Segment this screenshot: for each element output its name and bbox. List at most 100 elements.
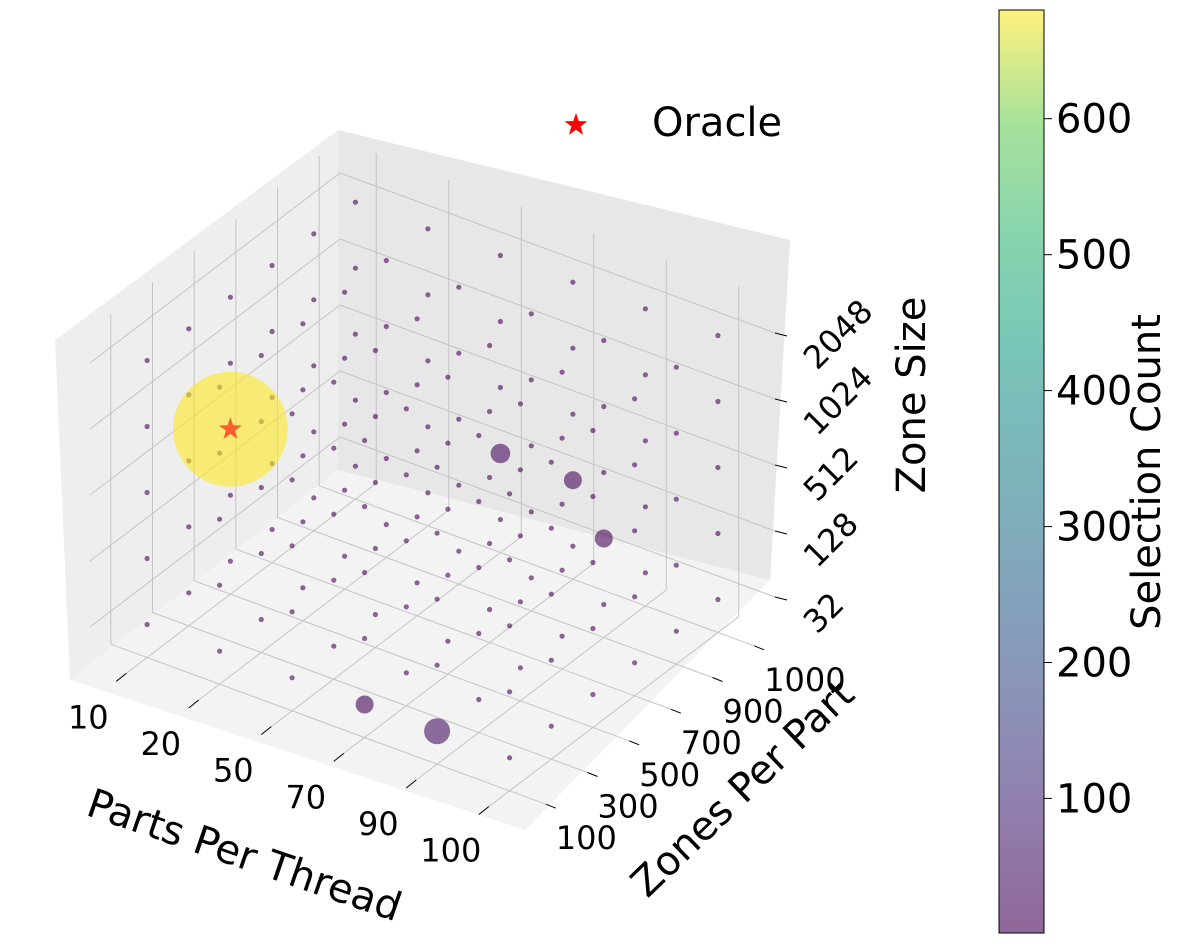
z-tick-mark [774,332,788,337]
x-tick-label: 20 [140,725,181,763]
y-tick-mark [712,677,723,682]
z-tick-mark [774,464,788,469]
colorbar-tick-label: 600 [1056,97,1132,143]
data-point [289,609,295,615]
data-point [507,689,513,695]
data-point [548,657,554,663]
data-point [144,357,150,364]
data-point [352,397,358,403]
data-point [456,284,462,290]
colorbar: 100 200 300 400 500 600 Selection Count [998,9,1170,934]
y-tick-label: 100 [556,819,617,857]
data-point [217,648,223,654]
x-tick-label: 90 [358,805,399,843]
data-point [476,564,482,571]
data-point [517,599,524,605]
data-point [632,396,638,402]
data-point [342,421,348,427]
data-point [528,575,534,581]
x-tick-mark [115,672,127,682]
data-point [517,467,524,473]
data-point [642,504,649,510]
data-point [227,492,233,498]
grid-line [339,370,776,532]
data-point [217,516,223,522]
data-point [445,572,451,578]
data-point [642,306,649,312]
x-tick-label: 10 [68,698,109,736]
data-point [559,369,565,375]
x-axis-label: Parts Per Thread [81,780,407,931]
y-tick-mark [670,708,682,714]
data-point [342,553,348,559]
data-point [144,621,150,628]
z-tick-label: 2048 [796,292,880,376]
data-point [186,524,192,530]
grid-line [89,238,341,430]
data-point [497,384,503,391]
grid-line [415,589,667,781]
data-point [258,352,264,359]
colorbar-tick-label: 200 [1056,641,1132,687]
data-point [311,363,317,369]
data-point [673,628,679,634]
x-tick-label: 50 [213,752,254,790]
data-point [425,358,431,364]
grid-line [89,172,341,364]
data-point [269,328,275,335]
oracle-marker [219,417,242,439]
z-tick-label: 1024 [796,358,880,442]
data-point [414,316,420,322]
data-point [372,479,378,486]
data-point [715,464,721,471]
data-point [594,529,613,548]
data-point [487,342,493,349]
data-point [715,596,721,603]
data-point [601,337,607,344]
x-tick-label: 100 [420,832,481,870]
data-point [590,559,596,566]
data-point [601,403,607,410]
data-point [227,360,233,366]
data-point [507,623,513,629]
data-point [372,413,378,420]
data-point [300,519,306,525]
z-tick-mark [774,530,788,535]
data-point [311,495,317,501]
data-point [476,498,482,505]
data-point [456,350,462,356]
z-tick-label: 32 [796,585,852,641]
data-point [186,590,192,596]
z-tick-label: 512 [796,439,866,509]
data-point [456,482,462,488]
data-point [352,199,358,205]
data-point [632,528,638,534]
data-point [456,548,462,554]
data-point [445,440,451,446]
right-pane [338,130,790,580]
data-point [227,294,233,300]
colorbar-ticks: 100 200 300 400 500 600 [1044,97,1132,822]
data-point [414,514,420,520]
data-point [227,558,233,564]
y-tick-mark [545,803,557,809]
data-point [269,526,275,533]
x-tick-mark [478,806,490,816]
data-point [352,331,358,337]
colorbar-tick-label: 300 [1056,505,1132,551]
grid-line [235,548,672,710]
data-point [528,377,534,383]
grid-line [152,612,588,773]
data-point [352,463,358,469]
data-point [570,345,576,351]
x-tick-label: 70 [285,778,326,816]
data-point [456,416,462,422]
data-point [559,633,565,639]
grid-line [277,517,713,678]
data-point [632,594,638,600]
grid-line [89,436,341,628]
x-tick-mark [188,699,200,709]
data-point [362,503,368,510]
